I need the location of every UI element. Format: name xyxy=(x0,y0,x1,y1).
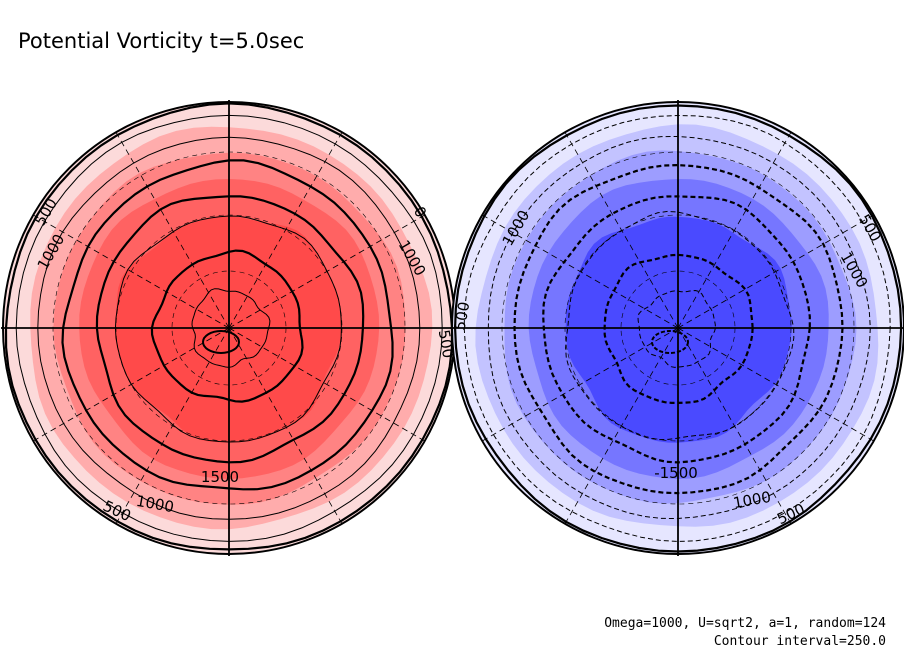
parameters-note: Omega=1000, U=sqrt2, a=1, random=124 xyxy=(604,616,886,631)
meridian-line xyxy=(677,132,792,329)
meridian-line xyxy=(228,132,343,329)
contour-interval-note: Contour interval=250.0 xyxy=(714,634,886,649)
center-vortex-contour xyxy=(202,330,240,354)
chart-title: Potential Vorticity t=5.0sec xyxy=(18,29,304,53)
meridian-line xyxy=(33,214,230,329)
meridian-line xyxy=(228,327,425,442)
meridian-line xyxy=(33,327,230,442)
contour-label: 500 xyxy=(451,300,474,331)
contour-label: 1500 xyxy=(201,468,239,486)
panel-border xyxy=(451,101,904,555)
meridian-line xyxy=(482,214,679,329)
meridian-line xyxy=(482,327,679,442)
meridian-line xyxy=(677,327,874,442)
center-vortex-contour xyxy=(651,330,689,354)
contour-label: -1500 xyxy=(654,464,698,482)
